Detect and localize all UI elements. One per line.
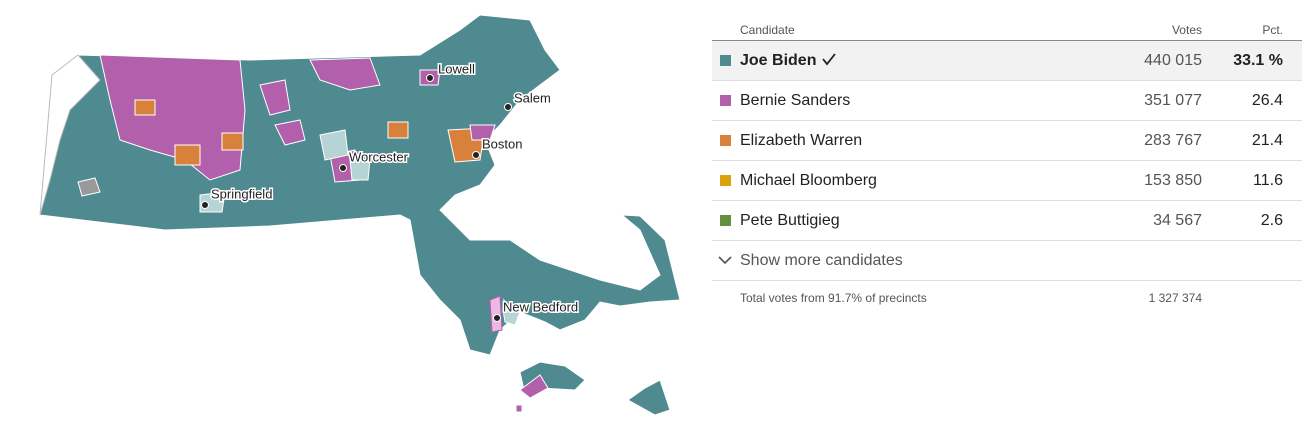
candidate-row: Pete Buttigieg 34 567 2.6 bbox=[712, 201, 1302, 241]
color-swatch bbox=[720, 135, 731, 146]
show-more-text[interactable]: Show more candidates bbox=[740, 252, 903, 269]
city-dot bbox=[493, 314, 501, 322]
candidate-pct: 21.4 bbox=[1251, 132, 1283, 149]
city-label: Lowell bbox=[438, 61, 475, 76]
results-map: Lowell Salem Boston Worcester Springfield New… bbox=[39, 15, 680, 415]
candidate-name: Joe Biden bbox=[740, 41, 837, 80]
candidate-row: Michael Bloomberg 153 850 11.6 bbox=[712, 161, 1302, 201]
candidate-pct: 2.6 bbox=[1260, 212, 1283, 229]
candidate-votes: 351 077 bbox=[1144, 92, 1202, 109]
city-label: Worcester bbox=[349, 149, 409, 164]
city-label: Salem bbox=[514, 90, 551, 105]
color-swatch bbox=[720, 215, 731, 226]
candidate-votes: 153 850 bbox=[1144, 172, 1202, 189]
city-dot bbox=[426, 74, 434, 82]
footer-total: 1 327 374 bbox=[1148, 291, 1202, 305]
header-candidate: Candidate bbox=[740, 23, 795, 37]
candidate-votes: 283 767 bbox=[1144, 132, 1202, 149]
color-swatch bbox=[720, 175, 731, 186]
candidate-name: Pete Buttigieg bbox=[740, 212, 840, 229]
chevron-icon bbox=[718, 256, 732, 265]
candidate-name: Elizabeth Warren bbox=[740, 132, 863, 149]
city-label: Boston bbox=[482, 136, 522, 151]
table-header: Candidate Votes Pct. bbox=[712, 20, 1302, 41]
candidate-pct: 11.6 bbox=[1253, 172, 1283, 189]
candidate-name: Bernie Sanders bbox=[740, 92, 851, 109]
state-shape bbox=[39, 15, 680, 415]
winner-check bbox=[822, 53, 837, 66]
candidate-row: Elizabeth Warren 283 767 21.4 bbox=[712, 121, 1302, 161]
color-swatch bbox=[720, 55, 731, 66]
city-dot bbox=[472, 151, 480, 159]
show-more[interactable]: Show more candidates bbox=[712, 241, 1302, 281]
candidate-row: Bernie Sanders 351 077 26.4 bbox=[712, 81, 1302, 121]
city-dot bbox=[201, 201, 209, 209]
city-dot bbox=[339, 164, 347, 172]
candidate-votes: 34 567 bbox=[1153, 212, 1202, 229]
candidate-pct: 26.4 bbox=[1251, 92, 1283, 109]
city-label: Springfield bbox=[211, 186, 272, 201]
candidate-pct: 33.1 % bbox=[1233, 52, 1283, 69]
color-swatch bbox=[720, 95, 731, 106]
candidate-row: Joe Biden 440 015 33.1 % bbox=[712, 41, 1302, 81]
header-pct: Pct. bbox=[1262, 23, 1283, 37]
candidate-votes: 440 015 bbox=[1144, 52, 1202, 69]
footer-text: Total votes from 91.7% of precincts bbox=[740, 291, 927, 305]
table-body: Joe Biden 440 015 33.1 % Bernie Sanders 351 … bbox=[712, 41, 1302, 241]
header-votes: Votes bbox=[1171, 23, 1202, 37]
table-footer: Total votes from 91.7% of precincts 1 32… bbox=[712, 281, 1302, 315]
results-table: Candidate Votes Pct. Joe Biden 440 015 33.… bbox=[712, 20, 1302, 315]
candidate-name: Michael Bloomberg bbox=[740, 172, 877, 189]
city-dot bbox=[504, 103, 512, 111]
city-label: New Bedford bbox=[503, 299, 578, 314]
